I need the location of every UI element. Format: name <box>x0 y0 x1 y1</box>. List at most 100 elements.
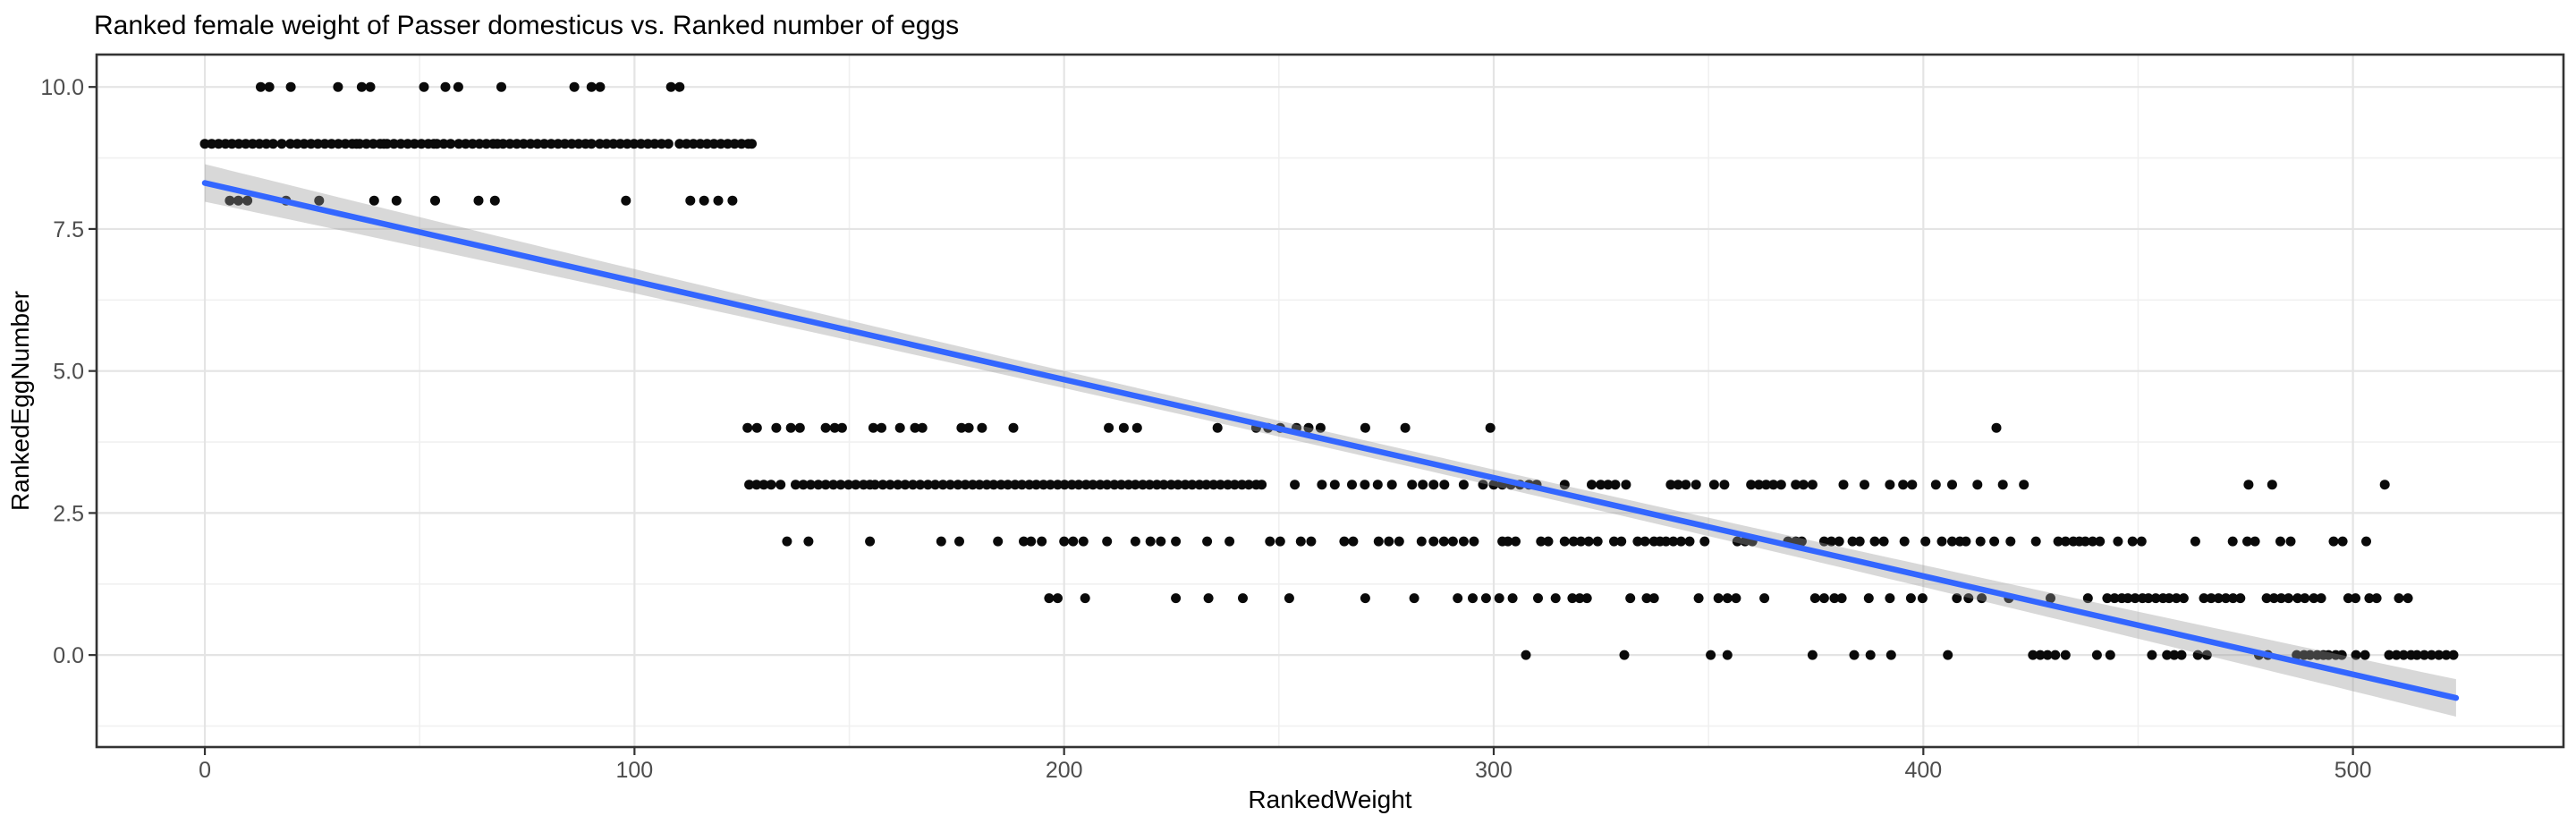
data-point <box>1759 593 1770 604</box>
data-point <box>1180 480 1191 490</box>
data-point <box>1972 480 1983 490</box>
data-point <box>775 480 786 490</box>
data-point <box>285 139 296 149</box>
data-point <box>1619 650 1630 660</box>
data-point <box>1907 480 1918 490</box>
data-point <box>226 139 237 149</box>
data-point <box>751 422 762 433</box>
data-point <box>453 81 463 92</box>
data-point <box>758 480 769 490</box>
data-point <box>1416 536 1427 547</box>
data-point <box>1038 480 1049 490</box>
data-point <box>1428 536 1439 547</box>
data-point <box>1229 480 1240 490</box>
data-point <box>1559 536 1570 547</box>
data-point <box>695 139 706 149</box>
data-point <box>1138 480 1148 490</box>
data-point <box>518 139 529 149</box>
data-point <box>1329 480 1340 490</box>
data-point <box>1224 536 1235 547</box>
chart-title: Ranked female weight of Passer domesticu… <box>94 11 959 40</box>
data-point <box>2192 650 2203 660</box>
data-point <box>685 195 696 206</box>
data-point <box>820 480 831 490</box>
data-point <box>937 480 948 490</box>
data-point <box>2300 593 2310 604</box>
data-point <box>569 81 580 92</box>
data-point <box>395 139 406 149</box>
y-axis-title: RankedEggNumber <box>6 291 34 511</box>
data-point <box>595 81 606 92</box>
data-point <box>199 139 210 149</box>
data-point <box>1768 480 1779 490</box>
data-point <box>2441 650 2452 660</box>
data-point <box>900 480 911 490</box>
x-tick-label: 300 <box>1475 758 1513 783</box>
data-point <box>1295 536 1306 547</box>
data-point <box>573 139 584 149</box>
data-point <box>430 195 440 206</box>
data-point <box>1947 480 1957 490</box>
data-point <box>1315 422 1326 433</box>
data-point <box>699 195 709 206</box>
data-point <box>1407 480 1418 490</box>
data-point <box>708 139 719 149</box>
data-point <box>2088 536 2098 547</box>
data-point <box>751 480 762 490</box>
data-point <box>1372 480 1383 490</box>
data-point <box>1044 593 1055 604</box>
data-point <box>2130 593 2140 604</box>
data-point <box>1975 536 1986 547</box>
data-point <box>794 422 805 433</box>
data-point <box>1418 480 1428 490</box>
data-point <box>2394 593 2404 604</box>
data-point <box>1536 536 1546 547</box>
data-point <box>723 139 733 149</box>
data-point <box>1265 536 1275 547</box>
data-point <box>1673 480 1683 490</box>
data-point <box>382 139 393 149</box>
data-point <box>1384 536 1394 547</box>
data-point <box>2136 536 2147 547</box>
data-point <box>361 139 372 149</box>
data-point <box>1243 480 1254 490</box>
data-point <box>2285 536 2296 547</box>
data-point <box>416 139 427 149</box>
data-point <box>1641 593 1652 604</box>
data-point <box>2391 650 2402 660</box>
data-point <box>431 139 442 149</box>
data-point <box>1438 536 1449 547</box>
data-point <box>388 139 399 149</box>
data-point <box>2243 480 2254 490</box>
data-point <box>1031 480 1041 490</box>
data-point <box>1208 480 1219 490</box>
data-point <box>785 422 796 433</box>
data-point <box>2267 480 2277 490</box>
data-point <box>649 139 660 149</box>
data-point <box>1809 593 1820 604</box>
data-point <box>1722 593 1733 604</box>
data-point <box>1665 480 1676 490</box>
data-point <box>512 139 522 149</box>
data-point <box>967 480 978 490</box>
data-point <box>930 480 941 490</box>
data-point <box>1008 422 1019 433</box>
data-point <box>2176 650 2187 660</box>
data-point <box>782 536 792 547</box>
data-point <box>1095 480 1106 490</box>
data-point <box>1109 480 1120 490</box>
data-point <box>1952 593 1962 604</box>
data-point <box>1761 480 1771 490</box>
y-tick-label: 7.5 <box>53 217 84 242</box>
data-point <box>1394 536 1404 547</box>
data-point <box>936 536 946 547</box>
data-point <box>1010 480 1021 490</box>
data-point <box>2113 536 2123 547</box>
data-point <box>2275 536 2285 547</box>
data-point <box>1693 593 1704 604</box>
data-point <box>1494 593 1504 604</box>
data-point <box>736 139 747 149</box>
data-point <box>1943 650 1953 660</box>
data-point <box>922 480 933 490</box>
data-point <box>1118 422 1129 433</box>
